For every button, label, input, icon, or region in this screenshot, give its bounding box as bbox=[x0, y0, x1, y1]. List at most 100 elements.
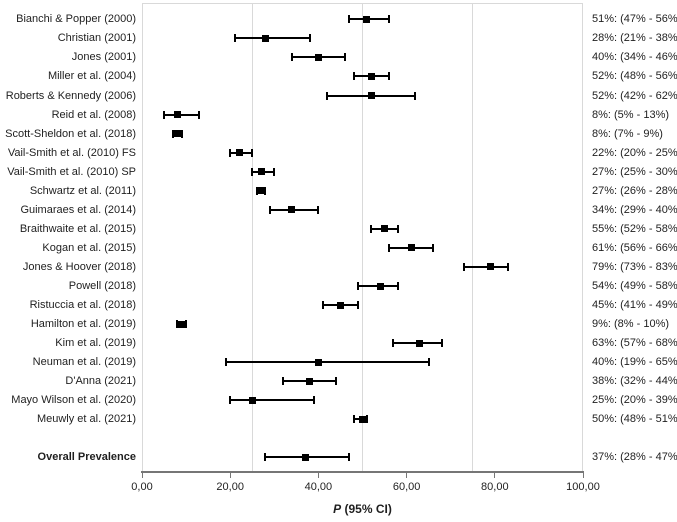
ci-marker bbox=[257, 168, 265, 176]
ci-marker bbox=[257, 187, 265, 195]
x-axis-tick bbox=[141, 473, 143, 478]
ci-marker bbox=[173, 130, 181, 138]
ci-marker bbox=[407, 244, 415, 252]
ci-cap-right bbox=[264, 186, 267, 195]
ci-cap-left bbox=[352, 415, 355, 424]
ci-marker bbox=[486, 263, 494, 271]
ci-value-label: 8%: (5% - 13%) bbox=[592, 108, 670, 121]
ci-marker bbox=[248, 396, 256, 404]
ci-marker bbox=[173, 111, 181, 119]
ci-value-label: 79%: (73% - 83%) bbox=[592, 260, 677, 273]
x-axis-tick bbox=[582, 473, 584, 478]
x-axis-tick bbox=[317, 473, 319, 478]
ci-cap-right bbox=[198, 110, 201, 119]
ci-value-label: 45%: (41% - 49%) bbox=[592, 299, 677, 312]
ci-value-label: 25%: (20% - 39%) bbox=[592, 394, 677, 407]
ci-marker bbox=[376, 282, 384, 290]
gridline bbox=[362, 4, 363, 471]
ci-cap-left bbox=[357, 282, 360, 290]
ci-cap-left bbox=[268, 205, 271, 214]
x-axis-title: P (95% CI) bbox=[142, 502, 583, 516]
ci-marker bbox=[306, 377, 314, 385]
ci-cap-right bbox=[365, 415, 368, 424]
ci-marker bbox=[314, 53, 322, 61]
x-axis-tick-label: 20,00 bbox=[216, 481, 244, 493]
ci-value-label: 51%: (47% - 56%) bbox=[592, 13, 677, 26]
ci-value-label: 27%: (25% - 30%) bbox=[592, 165, 677, 178]
study-label: Christian (2001) bbox=[57, 32, 136, 45]
ci-cap-right bbox=[357, 301, 360, 310]
ci-cap-right bbox=[414, 91, 417, 100]
ci-value-label: 22%: (20% - 25%) bbox=[592, 146, 677, 159]
ci-line bbox=[463, 265, 509, 268]
x-axis-tick-label: 60,00 bbox=[392, 481, 421, 493]
ci-marker bbox=[235, 149, 243, 157]
ci-cap-right bbox=[387, 15, 390, 24]
ci-value-label: 38%: (32% - 44%) bbox=[592, 375, 677, 388]
ci-cap-right bbox=[180, 129, 183, 138]
ci-marker bbox=[336, 301, 344, 309]
ci-marker bbox=[178, 320, 186, 328]
overall-label: Overall Prevalence bbox=[37, 451, 136, 464]
ci-marker bbox=[381, 225, 389, 233]
ci-cap-right bbox=[348, 453, 351, 462]
x-axis-tick bbox=[494, 473, 496, 478]
ci-cap-left bbox=[282, 377, 285, 386]
ci-marker bbox=[288, 206, 296, 214]
ci-cap-left bbox=[176, 320, 179, 329]
ci-line bbox=[234, 37, 310, 40]
ci-cap-left bbox=[264, 453, 267, 462]
ci-line bbox=[164, 113, 200, 116]
x-axis-tick bbox=[406, 473, 408, 478]
ci-value-label: 8%: (7% - 9%) bbox=[592, 127, 663, 140]
x-axis-tick-label: 0,00 bbox=[131, 481, 153, 493]
study-label: Mayo Wilson et al. (2020) bbox=[11, 394, 136, 407]
study-label: D'Anna (2021) bbox=[65, 375, 136, 388]
ci-value-label: 55%: (52% - 58%) bbox=[592, 222, 677, 235]
ci-marker bbox=[363, 15, 371, 23]
gridline bbox=[472, 4, 474, 471]
ci-cap-left bbox=[326, 91, 329, 100]
ci-value-label: 52%: (48% - 56%) bbox=[592, 70, 677, 83]
ci-cap-left bbox=[229, 148, 232, 157]
ci-cap-right bbox=[273, 167, 276, 176]
ci-marker bbox=[359, 415, 366, 423]
x-axis-tick bbox=[229, 473, 231, 478]
study-label: Roberts & Kennedy (2006) bbox=[5, 89, 136, 102]
ci-cap-left bbox=[255, 186, 258, 195]
ci-cap-right bbox=[185, 320, 188, 329]
x-axis-tick-label: 40,00 bbox=[304, 481, 333, 493]
ci-cap-left bbox=[224, 358, 227, 367]
study-label: Vail-Smith et al. (2010) FS bbox=[7, 146, 136, 159]
study-label: Jones & Hoover (2018) bbox=[22, 260, 136, 273]
study-label: Vail-Smith et al. (2010) SP bbox=[7, 165, 136, 178]
study-label: Meuwly et al. (2021) bbox=[36, 413, 136, 426]
ci-cap-right bbox=[335, 377, 338, 386]
study-label: Powell (2018) bbox=[68, 280, 136, 292]
ci-cap-right bbox=[387, 72, 390, 81]
study-label: Kim et al. (2019) bbox=[55, 337, 136, 350]
ci-value-label: 27%: (26% - 28%) bbox=[592, 184, 677, 197]
ci-value-label: 50%: (48% - 51%) bbox=[592, 413, 677, 426]
ci-cap-right bbox=[427, 358, 430, 367]
ci-value-label: 63%: (57% - 68%) bbox=[592, 337, 677, 350]
ci-cap-left bbox=[233, 34, 236, 43]
ci-cap-left bbox=[348, 15, 351, 24]
study-label: Miller et al. (2004) bbox=[47, 70, 136, 83]
study-label: Ristuccia et al. (2018) bbox=[29, 299, 136, 312]
ci-value-label: 52%: (42% - 62%) bbox=[592, 89, 677, 102]
ci-value-label: 40%: (19% - 65%) bbox=[592, 356, 677, 369]
ci-cap-right bbox=[312, 396, 315, 405]
ci-marker bbox=[367, 92, 375, 99]
ci-value-label: 37%: (28% - 47%) bbox=[592, 451, 677, 464]
study-label: Neuman et al. (2019) bbox=[32, 356, 136, 369]
ci-cap-left bbox=[352, 72, 355, 81]
study-label: Guimaraes et al. (2014) bbox=[20, 203, 136, 216]
x-axis-line bbox=[141, 471, 584, 473]
ci-value-label: 34%: (29% - 40%) bbox=[592, 203, 677, 216]
ci-cap-right bbox=[396, 282, 399, 290]
x-axis-tick-label: 100,00 bbox=[566, 481, 600, 493]
ci-cap-left bbox=[171, 129, 174, 138]
study-label: Kogan et al. (2015) bbox=[42, 241, 136, 254]
